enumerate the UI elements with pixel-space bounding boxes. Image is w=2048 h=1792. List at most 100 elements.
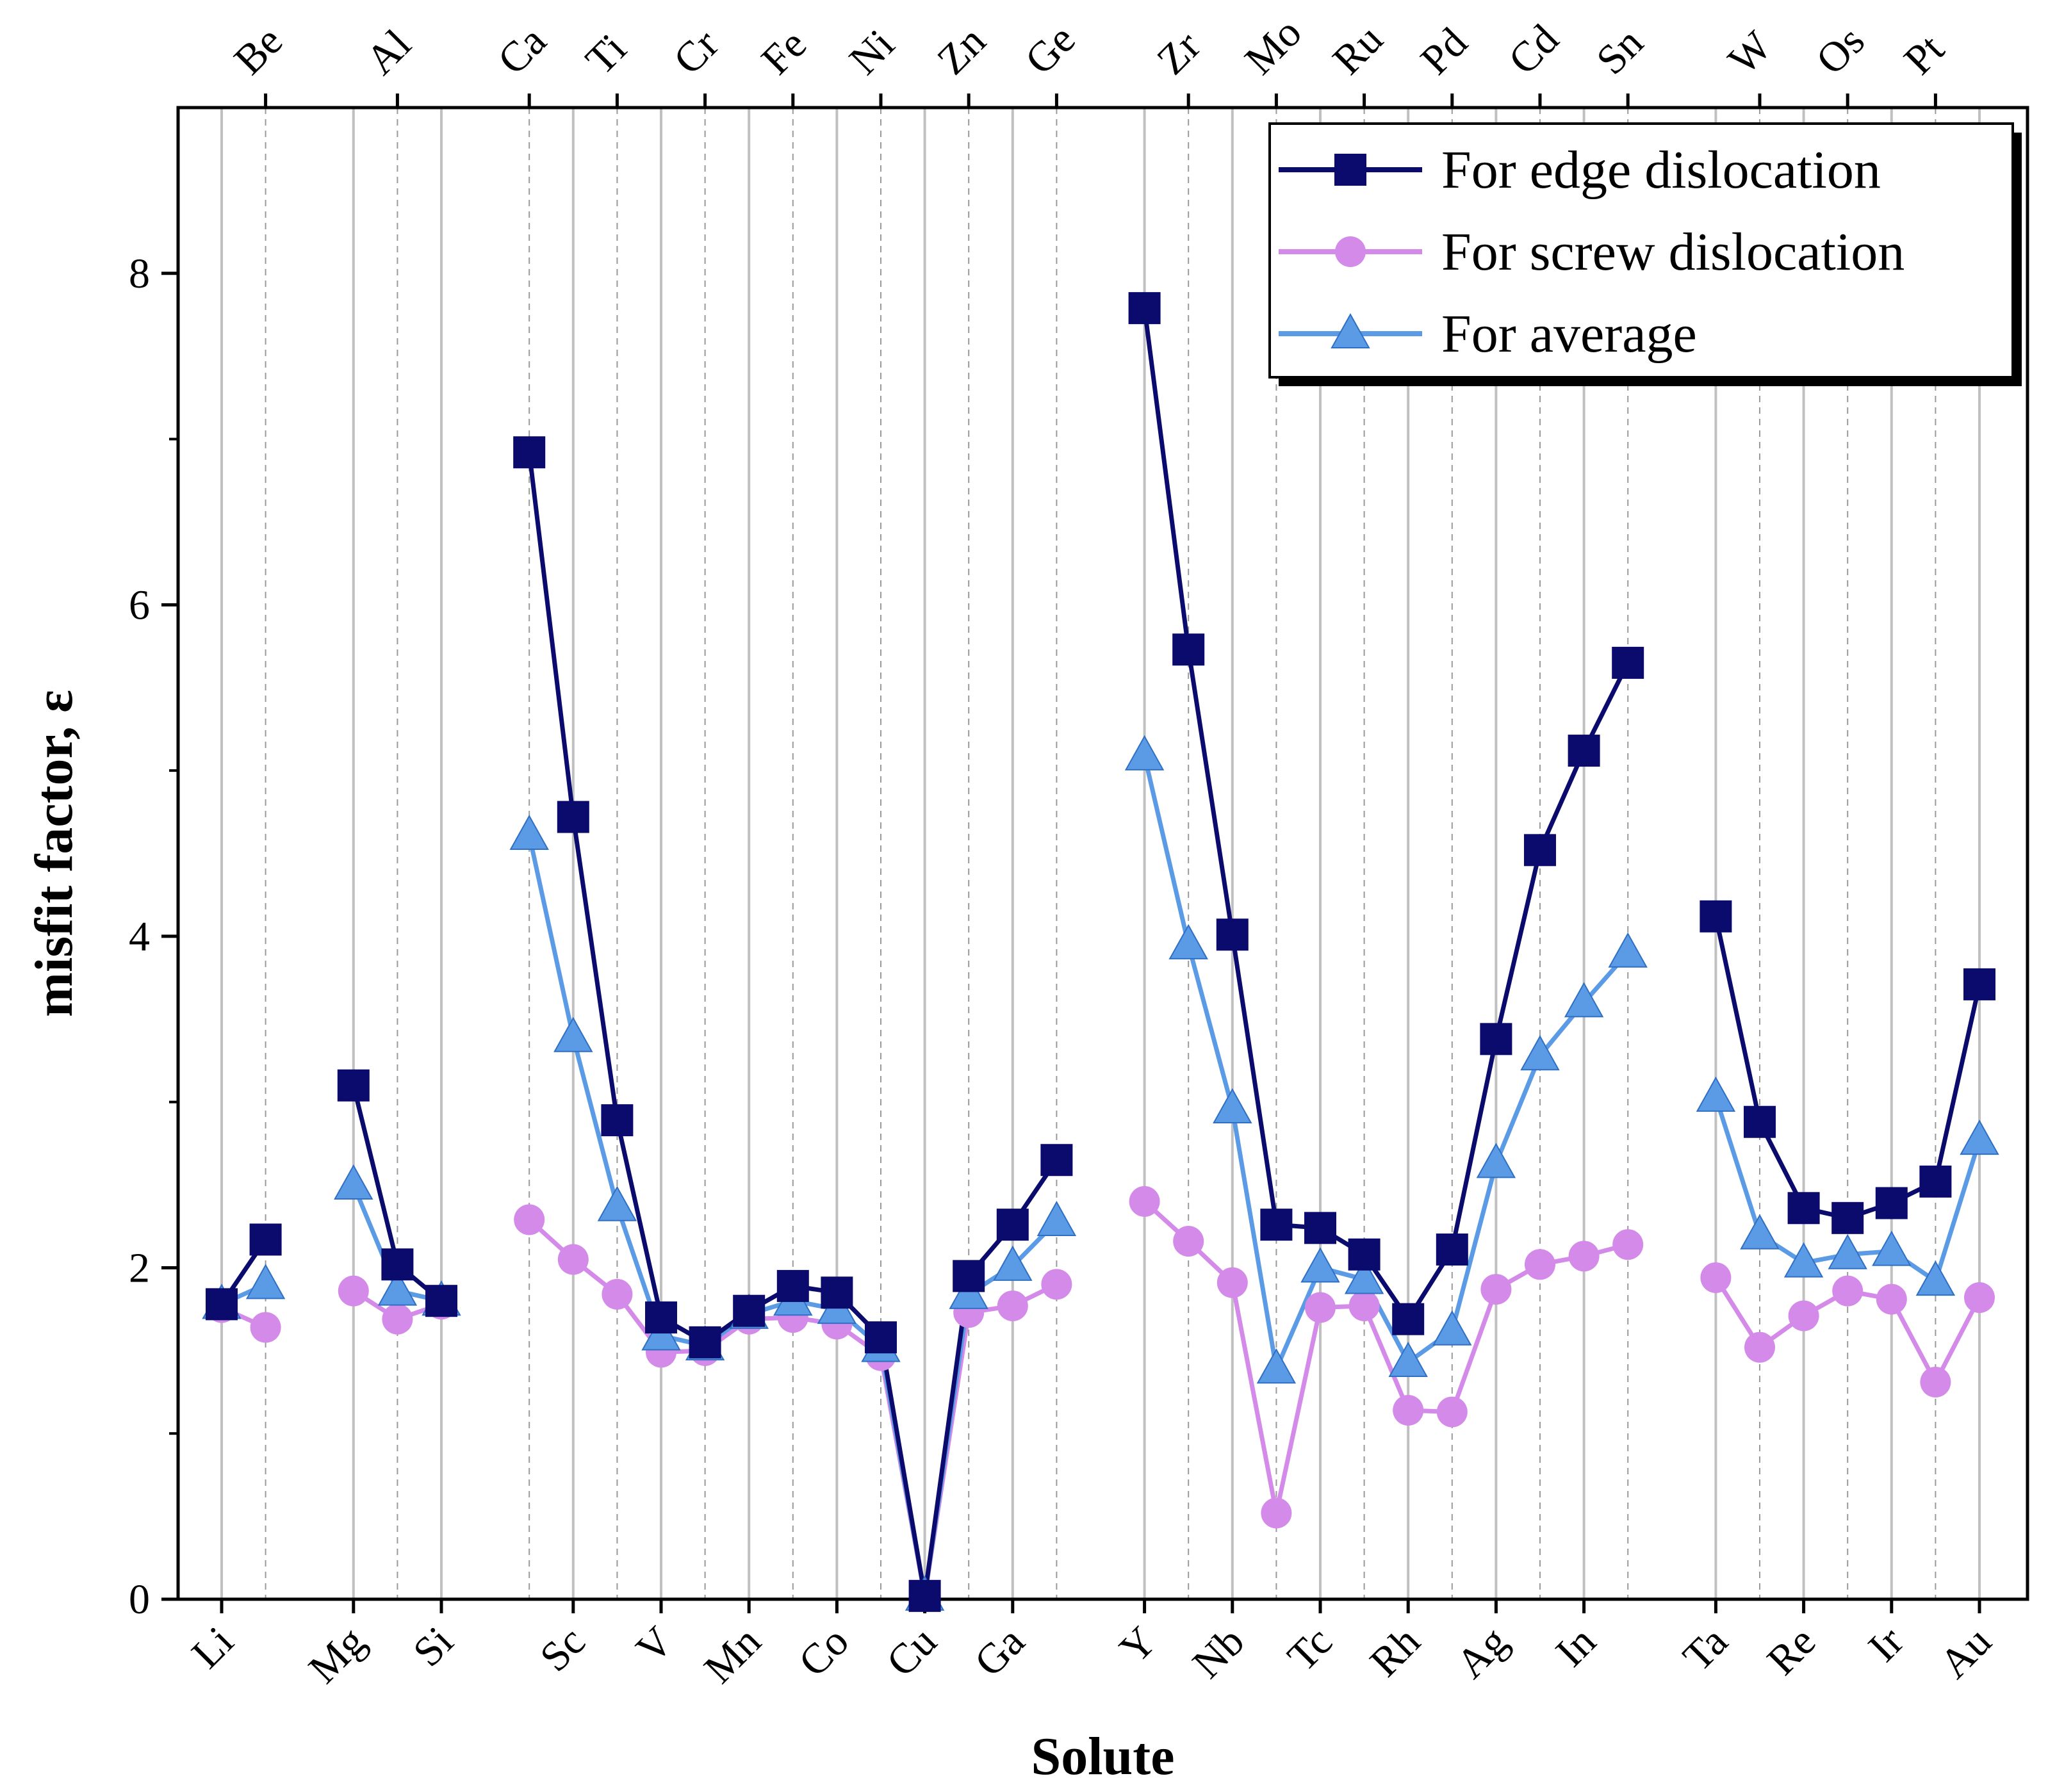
average-point-Rh — [1388, 1341, 1428, 1377]
average-point-Nb — [1213, 1087, 1252, 1124]
average-point-Ag — [1476, 1143, 1516, 1178]
screw-point-Ag — [1480, 1274, 1512, 1305]
edge-point-Ca — [513, 436, 546, 469]
average-point-Ge — [1036, 1200, 1077, 1236]
screw-point-Mg — [338, 1275, 369, 1307]
average-point-Ir — [1872, 1230, 1912, 1266]
y-tick-label: 0 — [129, 1576, 150, 1623]
bottom-axis-label: Ga — [965, 1618, 1033, 1686]
x-axis-title: Solute — [1031, 1727, 1174, 1786]
edge-point-Ta — [1700, 900, 1732, 933]
bottom-axis-label: Rh — [1361, 1618, 1429, 1686]
average-point-Y — [1124, 735, 1165, 770]
bottom-axis-label: Si — [404, 1618, 463, 1676]
top-axis-label: Mo — [1236, 9, 1310, 83]
top-axis-label: Zn — [928, 17, 994, 83]
average-point-Au — [1960, 1120, 1999, 1155]
plot-frame — [176, 106, 2029, 1601]
screw-point-Y — [1129, 1185, 1160, 1217]
edge-point-Sc — [557, 801, 589, 833]
edge-point-Mg — [337, 1069, 370, 1102]
screw-point-Nb — [1217, 1267, 1248, 1298]
top-axis-label: Cd — [1500, 16, 1568, 84]
top-axis-label: Zr — [1148, 22, 1209, 84]
average-point-In — [1564, 982, 1604, 1018]
screw-point-In — [1568, 1241, 1600, 1272]
average-point-Cd — [1520, 1035, 1560, 1071]
average-point-Al — [377, 1270, 418, 1306]
edge-point-Si — [425, 1285, 457, 1317]
bottom-axis-label: Ta — [1674, 1618, 1737, 1681]
edge-point-Ag — [1480, 1023, 1512, 1055]
legend-label-average: For average — [1441, 304, 1697, 364]
edge-point-Rh — [1392, 1303, 1425, 1335]
y-tick-label: 2 — [129, 1244, 150, 1291]
edge-point-Pd — [1436, 1233, 1468, 1266]
screw-point-Au — [1964, 1282, 1995, 1314]
bottom-axis-label: Li — [183, 1618, 243, 1677]
edge-line-group-4 — [1142, 307, 1630, 1322]
screw-point-Be — [250, 1312, 281, 1343]
bottom-axis-label: Co — [790, 1618, 858, 1686]
screw-point-Ta — [1700, 1262, 1732, 1293]
average-point-W — [1740, 1214, 1780, 1250]
average-point-Ta — [1696, 1076, 1736, 1112]
average-point-Be — [245, 1264, 286, 1299]
screw-point-Rh — [1393, 1394, 1424, 1426]
average-point-Tc — [1300, 1247, 1340, 1283]
top-axis-label: Fe — [753, 20, 815, 83]
screw-point-Sn — [1612, 1229, 1644, 1260]
edge-point-Fe — [776, 1269, 809, 1302]
edge-point-Mo — [1260, 1209, 1293, 1241]
bottom-axis-label: Cu — [878, 1618, 946, 1686]
average-point-Ti — [597, 1185, 637, 1221]
bottom-axis-label: Sc — [531, 1618, 594, 1681]
edge-point-Ni — [865, 1321, 897, 1354]
edge-point-Al — [381, 1248, 414, 1281]
average-point-Ru — [1344, 1258, 1384, 1294]
axes-layer — [161, 94, 2029, 1613]
top-axis-label: Os — [1807, 17, 1873, 83]
edge-point-Ir — [1875, 1187, 1908, 1219]
top-axis-label: Ru — [1324, 16, 1392, 84]
y-tick-label: 6 — [129, 582, 150, 628]
legend-marker-edge — [1334, 154, 1366, 186]
bottom-axis-label: Re — [1758, 1618, 1824, 1684]
edge-point-Pt — [1919, 1165, 1952, 1198]
edge-point-Co — [821, 1276, 853, 1309]
average-point-Sc — [553, 1016, 593, 1052]
top-axis-label: Ca — [489, 17, 555, 83]
average-point-Sn — [1608, 932, 1648, 968]
screw-line-group-4 — [1143, 1200, 1629, 1515]
bottom-axis-label: Ir — [1860, 1618, 1913, 1671]
edge-point-Ge — [1040, 1144, 1073, 1177]
y-tick-label: 4 — [129, 913, 150, 960]
screw-point-Ti — [602, 1278, 633, 1310]
screw-point-Tc — [1305, 1292, 1336, 1323]
legend-label-screw: For screw dislocation — [1441, 222, 1905, 282]
edge-point-Zn — [953, 1260, 985, 1292]
edge-point-Zr — [1172, 633, 1205, 666]
top-axis-label: Pd — [1412, 19, 1477, 84]
top-axis-label: Be — [225, 17, 291, 83]
top-axis-label: Sn — [1587, 19, 1652, 84]
bottom-axis-label: Y — [1111, 1618, 1165, 1672]
bottom-axis-label: In — [1547, 1618, 1605, 1675]
average-line-group-4 — [1142, 755, 1630, 1371]
bottom-axis-label: Mn — [695, 1618, 769, 1692]
edge-point-Cu — [908, 1579, 941, 1612]
edge-point-Au — [1963, 968, 1995, 1000]
screw-point-Ir — [1876, 1283, 1907, 1315]
legend-marker-screw — [1335, 236, 1366, 267]
edge-point-Nb — [1216, 918, 1249, 951]
average-point-Ca — [509, 814, 549, 851]
average-point-Pd — [1432, 1310, 1472, 1346]
screw-point-Ca — [514, 1204, 545, 1235]
y-tick-label: 8 — [129, 250, 150, 297]
top-axis-label: Ge — [1016, 16, 1084, 84]
screw-point-W — [1744, 1332, 1775, 1363]
edge-point-Ru — [1348, 1238, 1380, 1271]
edge-point-Li — [206, 1288, 238, 1321]
edge-point-Tc — [1304, 1212, 1336, 1244]
